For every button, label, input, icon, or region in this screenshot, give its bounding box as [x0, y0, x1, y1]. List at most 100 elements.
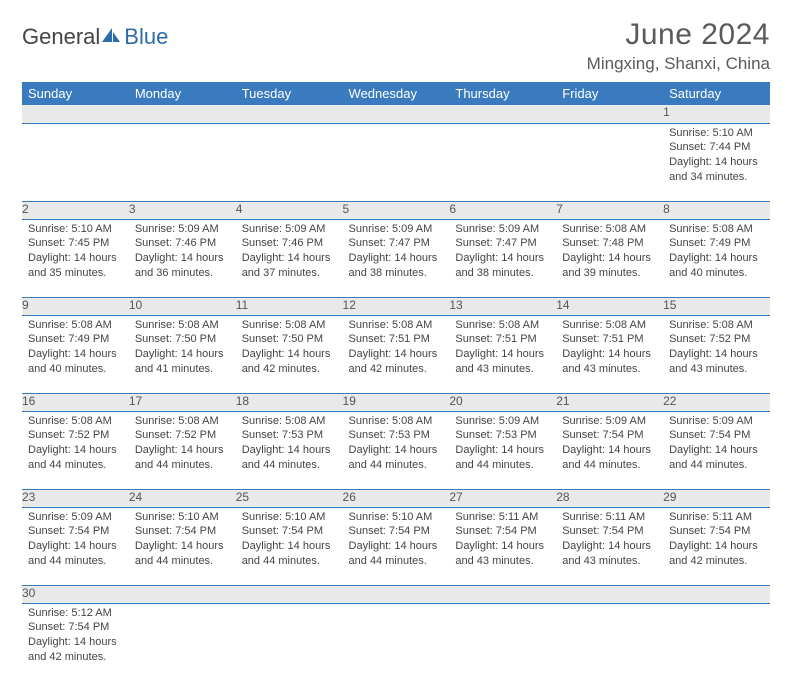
- day-cell: Sunrise: 5:08 AMSunset: 7:52 PMDaylight:…: [663, 315, 770, 393]
- sunrise-line: Sunrise: 5:08 AM: [349, 318, 444, 333]
- day-number-cell: [449, 105, 556, 123]
- day-cell: Sunrise: 5:11 AMSunset: 7:54 PMDaylight:…: [556, 507, 663, 585]
- day-cell: Sunrise: 5:08 AMSunset: 7:50 PMDaylight:…: [236, 315, 343, 393]
- sunrise-line: Sunrise: 5:09 AM: [28, 510, 123, 525]
- day-number-cell: 2: [22, 201, 129, 219]
- day-details: Sunrise: 5:08 AMSunset: 7:51 PMDaylight:…: [556, 316, 663, 381]
- day-number-cell: 4: [236, 201, 343, 219]
- daylight-line: Daylight: 14 hours and 34 minutes.: [669, 155, 764, 185]
- day-details: Sunrise: 5:08 AMSunset: 7:50 PMDaylight:…: [236, 316, 343, 381]
- day-content-row: Sunrise: 5:10 AMSunset: 7:44 PMDaylight:…: [22, 123, 770, 201]
- day-content-row: Sunrise: 5:12 AMSunset: 7:54 PMDaylight:…: [22, 603, 770, 681]
- day-number-cell: 11: [236, 297, 343, 315]
- sunset-line: Sunset: 7:51 PM: [455, 332, 550, 347]
- daylight-line: Daylight: 14 hours and 42 minutes.: [349, 347, 444, 377]
- day-cell: Sunrise: 5:11 AMSunset: 7:54 PMDaylight:…: [663, 507, 770, 585]
- sunset-line: Sunset: 7:45 PM: [28, 236, 123, 251]
- day-details: Sunrise: 5:12 AMSunset: 7:54 PMDaylight:…: [22, 604, 129, 669]
- sunrise-line: Sunrise: 5:10 AM: [28, 222, 123, 237]
- sunset-line: Sunset: 7:50 PM: [135, 332, 230, 347]
- day-number-cell: [556, 105, 663, 123]
- daylight-line: Daylight: 14 hours and 41 minutes.: [135, 347, 230, 377]
- weekday-header-row: SundayMondayTuesdayWednesdayThursdayFrid…: [22, 82, 770, 105]
- day-cell: Sunrise: 5:10 AMSunset: 7:44 PMDaylight:…: [663, 123, 770, 201]
- sunset-line: Sunset: 7:54 PM: [135, 524, 230, 539]
- day-number-cell: 10: [129, 297, 236, 315]
- sunset-line: Sunset: 7:49 PM: [669, 236, 764, 251]
- day-cell: Sunrise: 5:10 AMSunset: 7:54 PMDaylight:…: [129, 507, 236, 585]
- day-details: Sunrise: 5:10 AMSunset: 7:54 PMDaylight:…: [236, 508, 343, 573]
- day-number-cell: 12: [343, 297, 450, 315]
- sunset-line: Sunset: 7:51 PM: [562, 332, 657, 347]
- day-cell: Sunrise: 5:08 AMSunset: 7:53 PMDaylight:…: [343, 411, 450, 489]
- day-number-row: 2345678: [22, 201, 770, 219]
- sunrise-line: Sunrise: 5:09 AM: [242, 222, 337, 237]
- brand-part2: Blue: [124, 24, 168, 50]
- day-number-cell: 18: [236, 393, 343, 411]
- sunrise-line: Sunrise: 5:11 AM: [669, 510, 764, 525]
- day-number-cell: 28: [556, 489, 663, 507]
- daylight-line: Daylight: 14 hours and 42 minutes.: [242, 347, 337, 377]
- daylight-line: Daylight: 14 hours and 39 minutes.: [562, 251, 657, 281]
- day-number-cell: 15: [663, 297, 770, 315]
- day-number-cell: [236, 105, 343, 123]
- day-cell: Sunrise: 5:08 AMSunset: 7:50 PMDaylight:…: [129, 315, 236, 393]
- day-details: Sunrise: 5:09 AMSunset: 7:46 PMDaylight:…: [129, 220, 236, 285]
- day-number-row: 16171819202122: [22, 393, 770, 411]
- sunset-line: Sunset: 7:48 PM: [562, 236, 657, 251]
- day-details: Sunrise: 5:10 AMSunset: 7:54 PMDaylight:…: [129, 508, 236, 573]
- daylight-line: Daylight: 14 hours and 44 minutes.: [562, 443, 657, 473]
- day-cell: Sunrise: 5:08 AMSunset: 7:51 PMDaylight:…: [556, 315, 663, 393]
- day-details: Sunrise: 5:08 AMSunset: 7:49 PMDaylight:…: [663, 220, 770, 285]
- weekday-header: Thursday: [449, 82, 556, 105]
- sunset-line: Sunset: 7:53 PM: [349, 428, 444, 443]
- day-number-cell: [343, 105, 450, 123]
- weekday-header: Saturday: [663, 82, 770, 105]
- day-content-row: Sunrise: 5:10 AMSunset: 7:45 PM Daylight:…: [22, 219, 770, 297]
- sunrise-line: Sunrise: 5:08 AM: [669, 318, 764, 333]
- sunset-line: Sunset: 7:54 PM: [28, 620, 123, 635]
- sunset-line: Sunset: 7:47 PM: [349, 236, 444, 251]
- sunrise-line: Sunrise: 5:09 AM: [455, 414, 550, 429]
- sunset-line: Sunset: 7:54 PM: [28, 524, 123, 539]
- day-number-cell: 9: [22, 297, 129, 315]
- sunset-line: Sunset: 7:52 PM: [135, 428, 230, 443]
- day-cell: Sunrise: 5:09 AMSunset: 7:46 PMDaylight:…: [129, 219, 236, 297]
- day-details: Sunrise: 5:08 AMSunset: 7:48 PMDaylight:…: [556, 220, 663, 285]
- day-number-cell: 27: [449, 489, 556, 507]
- day-number-row: 30: [22, 585, 770, 603]
- day-number-cell: [129, 105, 236, 123]
- day-number-cell: [129, 585, 236, 603]
- day-number-cell: 20: [449, 393, 556, 411]
- day-cell: Sunrise: 5:09 AMSunset: 7:54 PMDaylight:…: [663, 411, 770, 489]
- sunrise-line: Sunrise: 5:08 AM: [242, 318, 337, 333]
- sunrise-line: Sunrise: 5:08 AM: [135, 414, 230, 429]
- day-cell: [449, 123, 556, 201]
- sunrise-line: Sunrise: 5:08 AM: [28, 414, 123, 429]
- daylight-line: Daylight: 14 hours and 42 minutes.: [28, 635, 123, 665]
- day-details: Sunrise: 5:10 AMSunset: 7:45 PMDaylight:…: [22, 220, 129, 285]
- sunrise-line: Sunrise: 5:11 AM: [455, 510, 550, 525]
- day-cell: [129, 603, 236, 681]
- weekday-header: Tuesday: [236, 82, 343, 105]
- day-cell: Sunrise: 5:09 AMSunset: 7:47 PMDaylight:…: [343, 219, 450, 297]
- sunset-line: Sunset: 7:54 PM: [562, 524, 657, 539]
- daylight-line: Daylight: 14 hours and 44 minutes.: [135, 443, 230, 473]
- day-number-cell: 24: [129, 489, 236, 507]
- daylight-line: Daylight: 14 hours and 36 minutes.: [135, 251, 230, 281]
- sunrise-line: Sunrise: 5:09 AM: [669, 414, 764, 429]
- day-details: Sunrise: 5:09 AMSunset: 7:54 PMDaylight:…: [22, 508, 129, 573]
- day-cell: [236, 603, 343, 681]
- sail-icon: [100, 24, 122, 50]
- daylight-line: Daylight: 14 hours and 43 minutes.: [562, 347, 657, 377]
- day-number-row: 9101112131415: [22, 297, 770, 315]
- day-cell: [556, 603, 663, 681]
- daylight-line: Daylight: 14 hours and 44 minutes.: [28, 443, 123, 473]
- day-cell: Sunrise: 5:12 AMSunset: 7:54 PMDaylight:…: [22, 603, 129, 681]
- day-content-row: Sunrise: 5:08 AMSunset: 7:52 PMDaylight:…: [22, 411, 770, 489]
- weekday-header: Friday: [556, 82, 663, 105]
- daylight-line: Daylight: 14 hours and 44 minutes.: [349, 443, 444, 473]
- day-cell: Sunrise: 5:10 AMSunset: 7:54 PMDaylight:…: [236, 507, 343, 585]
- brand-part1: General: [22, 24, 100, 50]
- sunset-line: Sunset: 7:51 PM: [349, 332, 444, 347]
